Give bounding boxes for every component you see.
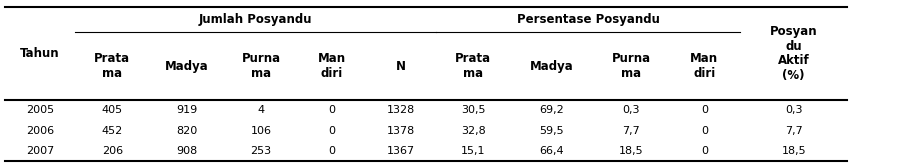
Text: Madya: Madya xyxy=(530,60,573,73)
Text: 2007: 2007 xyxy=(26,146,54,156)
Text: 0: 0 xyxy=(329,126,335,136)
Text: Jumlah Posyandu: Jumlah Posyandu xyxy=(199,13,312,26)
Text: Madya: Madya xyxy=(165,60,209,73)
Text: 15,1: 15,1 xyxy=(461,146,485,156)
Text: 59,5: 59,5 xyxy=(540,126,564,136)
Text: 32,8: 32,8 xyxy=(461,126,485,136)
Text: 452: 452 xyxy=(102,126,123,136)
Text: 66,4: 66,4 xyxy=(540,146,564,156)
Text: 253: 253 xyxy=(250,146,272,156)
Text: Purna
ma: Purna ma xyxy=(242,52,280,80)
Text: 1378: 1378 xyxy=(387,126,415,136)
Text: 1367: 1367 xyxy=(387,146,415,156)
Text: 0: 0 xyxy=(329,146,335,156)
Text: 405: 405 xyxy=(102,105,123,115)
Text: 0: 0 xyxy=(701,126,708,136)
Text: 908: 908 xyxy=(176,146,198,156)
Text: 0,3: 0,3 xyxy=(622,105,640,115)
Text: 4: 4 xyxy=(257,105,265,115)
Text: 7,7: 7,7 xyxy=(622,126,640,136)
Text: Man
diri: Man diri xyxy=(318,52,346,80)
Text: 18,5: 18,5 xyxy=(781,146,806,156)
Text: Prata
ma: Prata ma xyxy=(94,52,130,80)
Text: Purna
ma: Purna ma xyxy=(612,52,650,80)
Text: Posyan
du
Aktif
(%): Posyan du Aktif (%) xyxy=(770,25,817,82)
Text: Man
diri: Man diri xyxy=(691,52,718,80)
Text: Persentase Posyandu: Persentase Posyandu xyxy=(517,13,660,26)
Text: N: N xyxy=(397,60,406,73)
Text: 1328: 1328 xyxy=(387,105,415,115)
Text: 0: 0 xyxy=(701,105,708,115)
Text: 18,5: 18,5 xyxy=(619,146,643,156)
Text: 0: 0 xyxy=(701,146,708,156)
Text: 0,3: 0,3 xyxy=(785,105,802,115)
Text: 2006: 2006 xyxy=(26,126,54,136)
Text: Tahun: Tahun xyxy=(20,47,60,60)
Text: Prata
ma: Prata ma xyxy=(455,52,491,80)
Text: 206: 206 xyxy=(102,146,123,156)
Text: 820: 820 xyxy=(176,126,198,136)
Text: 7,7: 7,7 xyxy=(785,126,802,136)
Text: 69,2: 69,2 xyxy=(540,105,564,115)
Text: 30,5: 30,5 xyxy=(461,105,485,115)
Text: 106: 106 xyxy=(251,126,271,136)
Text: 2005: 2005 xyxy=(26,105,54,115)
Text: 0: 0 xyxy=(329,105,335,115)
Text: 919: 919 xyxy=(176,105,198,115)
